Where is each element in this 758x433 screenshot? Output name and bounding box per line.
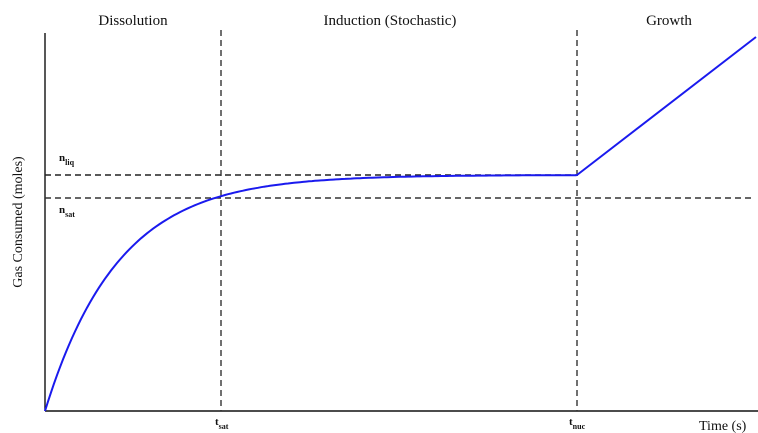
n-sat-main: n xyxy=(59,204,65,216)
n-sat-label: nsat xyxy=(59,204,75,219)
n-liq-label: nliq xyxy=(59,152,75,167)
t-sat-main: t xyxy=(215,416,219,428)
gas-consumption-curve xyxy=(44,36,757,412)
t-nuc-sub: nuc xyxy=(573,422,586,431)
region-label-induction: Induction (Stochastic) xyxy=(324,13,457,29)
n-sat-sub: sat xyxy=(65,210,75,219)
t-sat-label: tsat xyxy=(215,416,229,431)
n-liq-main: n xyxy=(59,152,65,164)
region-label-growth: Growth xyxy=(646,13,692,29)
t-sat-sub: sat xyxy=(219,422,229,431)
x-axis-label: Time (s) xyxy=(699,419,747,433)
y-axis-label: Gas Consumed (moles) xyxy=(11,156,26,288)
t-nuc-label: tnuc xyxy=(569,416,586,431)
region-label-dissolution: Dissolution xyxy=(98,13,168,29)
n-liq-sub: liq xyxy=(65,158,74,167)
t-nuc-main: t xyxy=(569,416,573,428)
